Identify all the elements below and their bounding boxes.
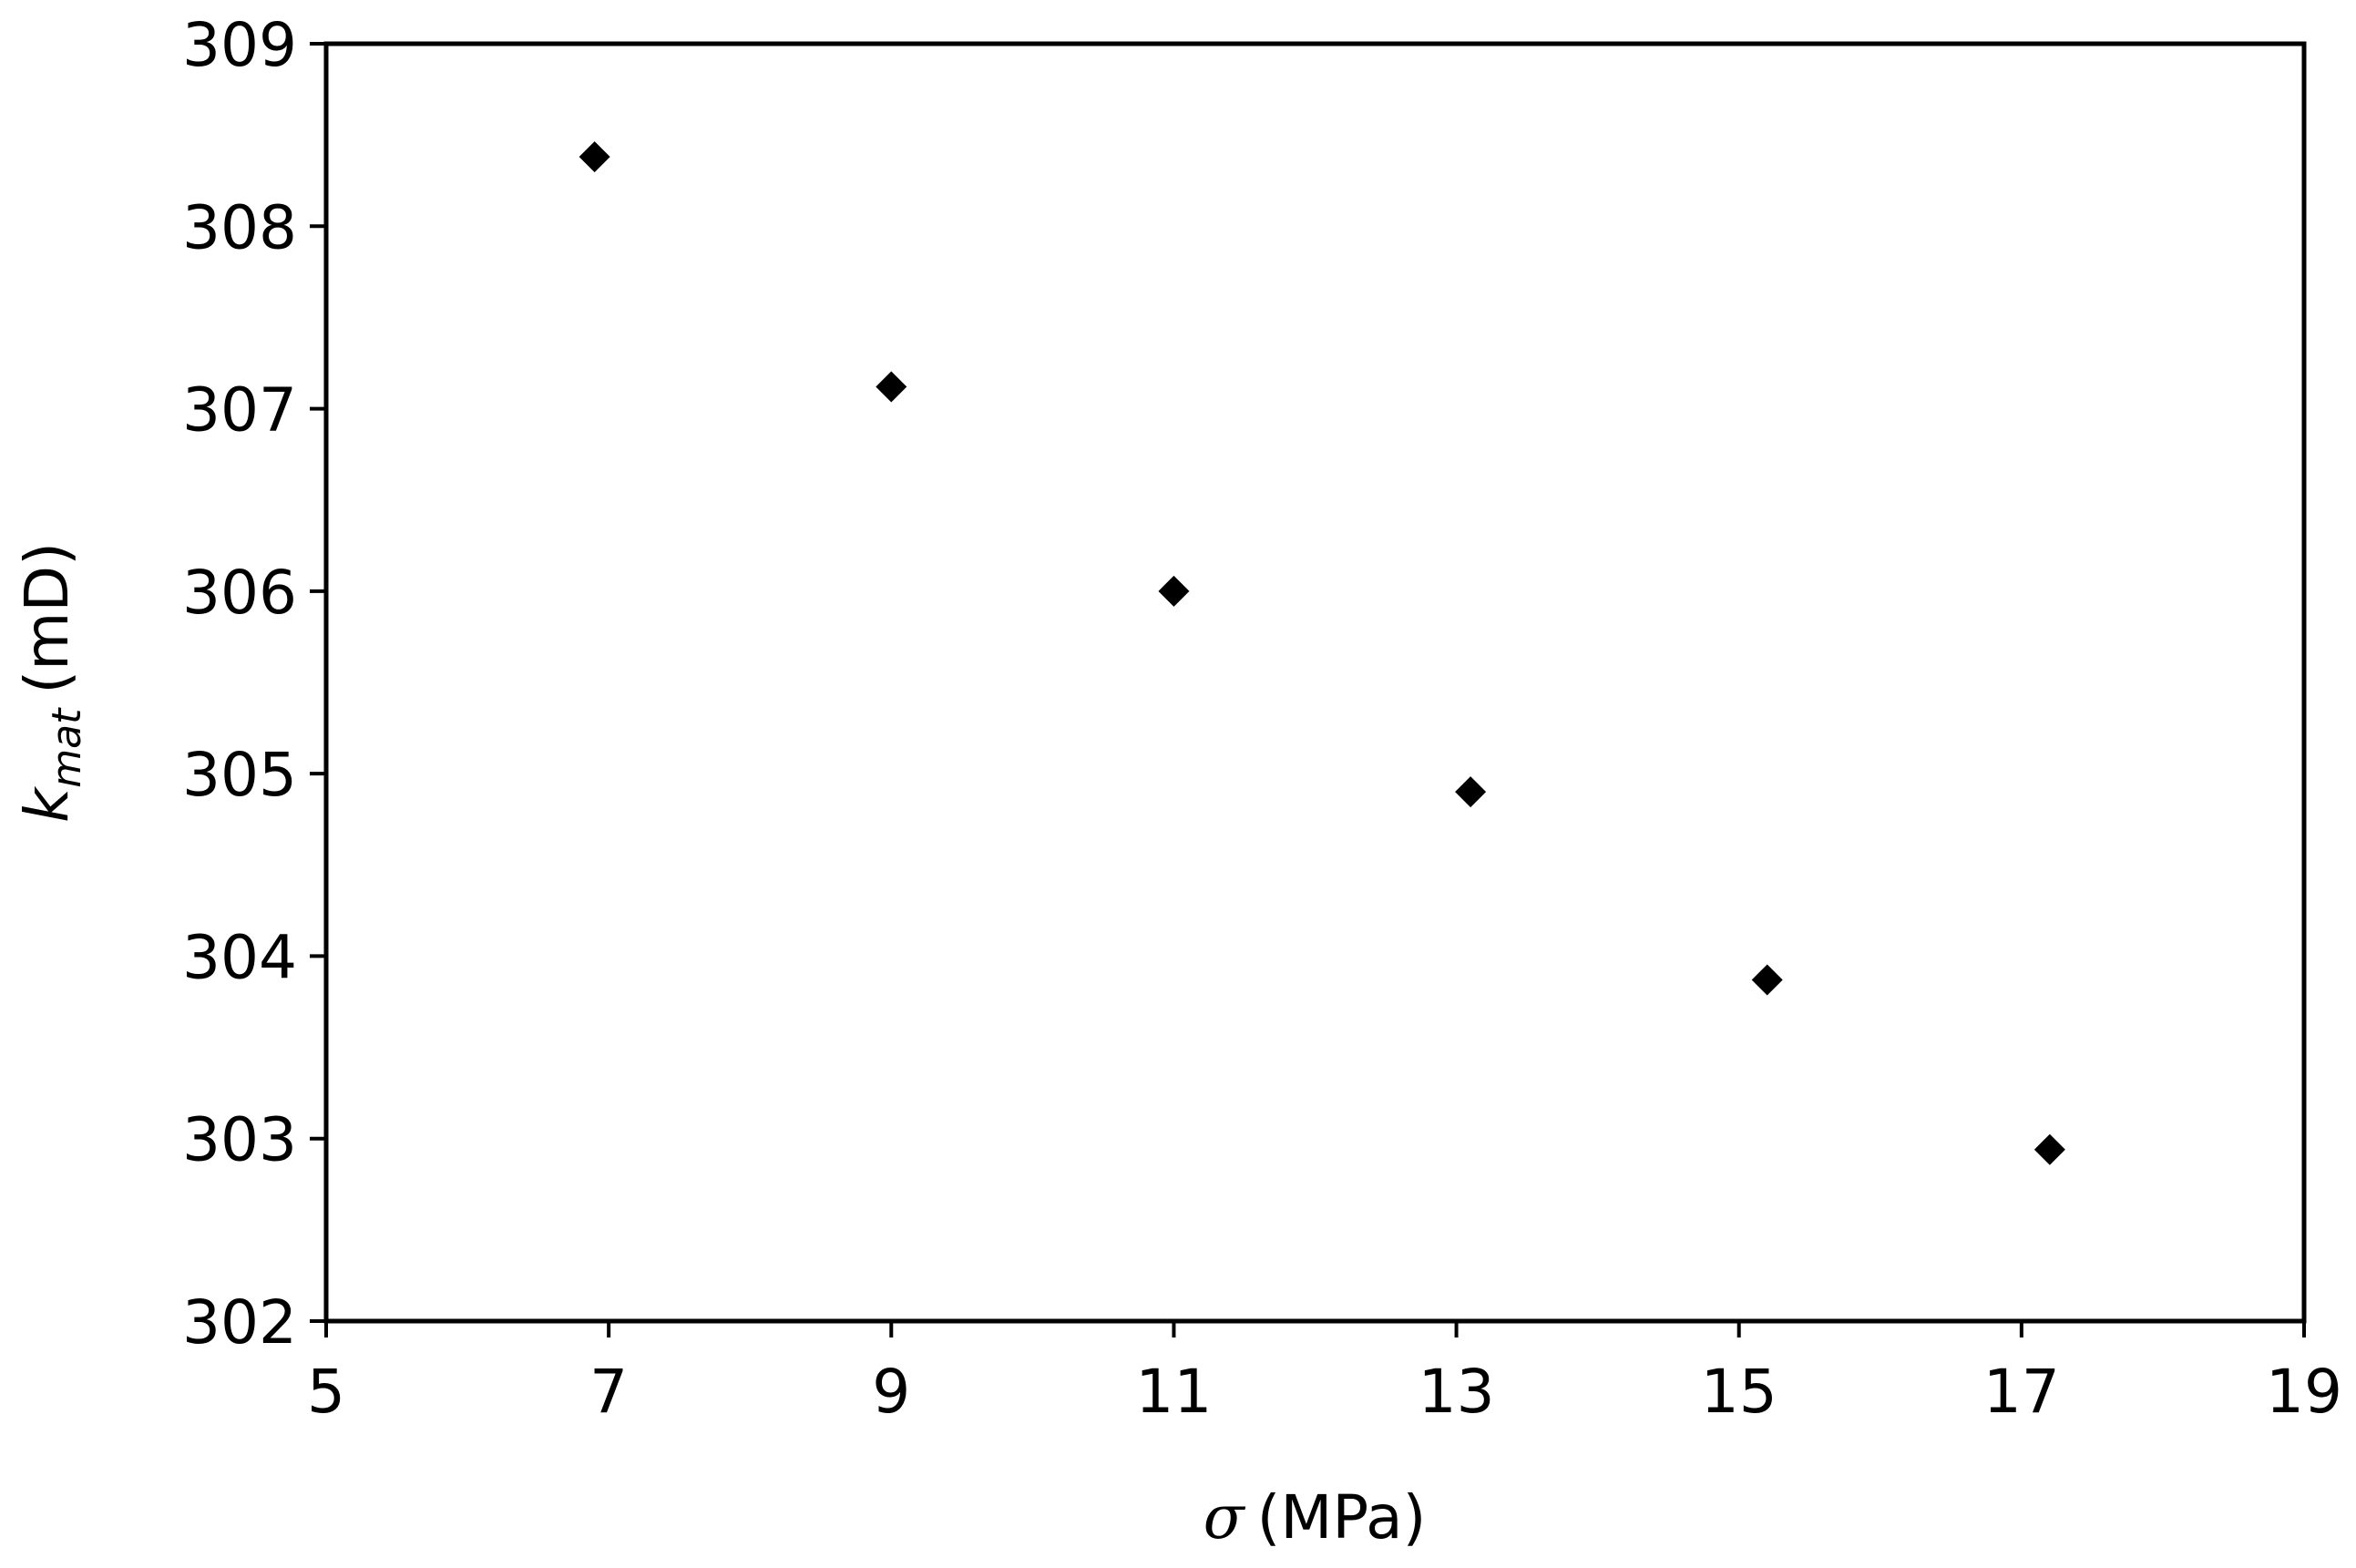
y-tick-label: 306	[182, 558, 297, 628]
y-tick-label: 305	[182, 740, 297, 810]
x-tick-label: 7	[589, 1357, 628, 1427]
y-tick-label: 303	[182, 1105, 297, 1175]
x-tick-label: 5	[307, 1357, 345, 1427]
y-axis-ticks: 302 303 304 305 306 307 308 309	[182, 10, 326, 1358]
x-axis-label: σ (MPa)	[1204, 1482, 1427, 1553]
x-tick-label: 19	[2266, 1357, 2342, 1427]
x-tick-label: 17	[1983, 1357, 2060, 1427]
data-point-diamond	[1455, 776, 1487, 808]
y-tick-label: 304	[182, 922, 297, 992]
data-point-diamond	[1751, 964, 1783, 996]
x-axis-label-unit: (MPa)	[1257, 1482, 1427, 1553]
data-point-diamond	[1158, 575, 1190, 607]
data-points	[579, 141, 2065, 1165]
x-tick-label: 13	[1419, 1357, 1495, 1427]
data-point-diamond	[2033, 1133, 2065, 1165]
y-axis-label-subscript: mat	[44, 707, 90, 788]
y-tick-label: 302	[182, 1287, 297, 1358]
y-axis-label-unit: (mD)	[12, 542, 82, 694]
y-axis-label: kmat (mD)	[12, 542, 90, 823]
plot-area-frame	[323, 41, 2307, 1324]
x-tick-label: 9	[872, 1357, 910, 1427]
y-tick-label: 307	[182, 375, 297, 446]
x-axis-label-symbol: σ	[1204, 1482, 1246, 1553]
y-tick-label: 309	[182, 10, 297, 80]
y-axis-label-symbol: k	[12, 785, 82, 823]
data-point-diamond	[579, 141, 610, 173]
x-tick-label: 11	[1135, 1357, 1212, 1427]
y-tick-label: 308	[182, 192, 297, 262]
data-point-diamond	[876, 371, 907, 403]
x-axis-ticks: 5 7 9 11 13 15 17 19	[307, 1321, 2342, 1427]
x-tick-label: 15	[1701, 1357, 1777, 1427]
